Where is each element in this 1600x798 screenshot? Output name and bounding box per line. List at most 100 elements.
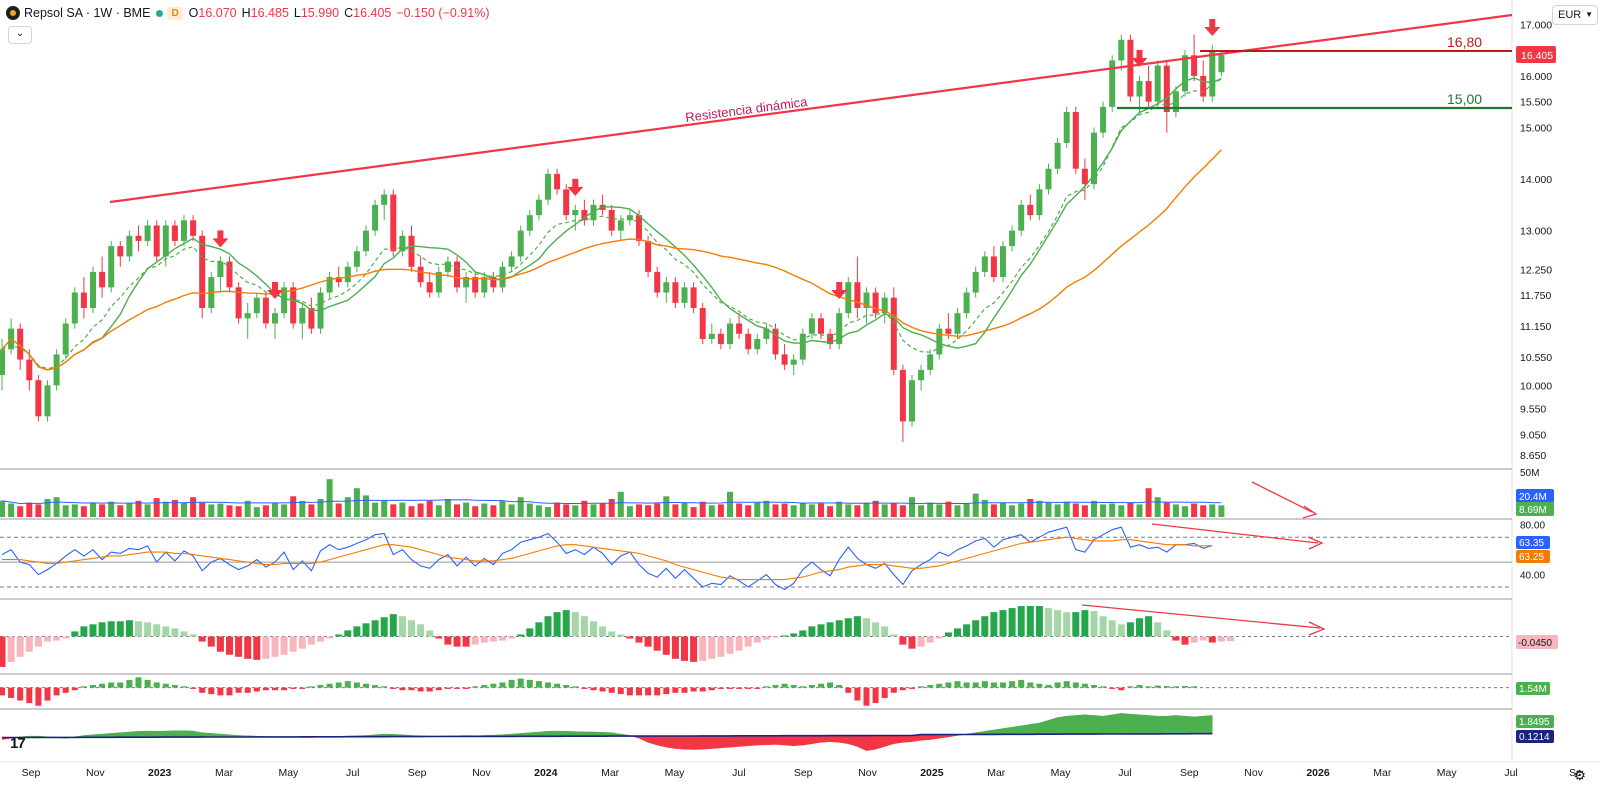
collapse-legend-button[interactable]: ⌄ <box>8 26 32 44</box>
volume-bar <box>363 495 369 517</box>
macd-histogram-bar <box>426 630 434 637</box>
accumulation-area-segment <box>638 735 649 743</box>
candle-body <box>435 271 442 293</box>
oscillator-bar <box>990 682 997 688</box>
macd-histogram-bar <box>253 636 261 660</box>
volume-bar <box>972 493 979 517</box>
oscillator-bar <box>981 681 988 688</box>
volume-bar <box>581 500 588 517</box>
accumulation-area-segment <box>693 735 703 750</box>
oscillator-bar <box>626 687 633 696</box>
volume-bar <box>162 501 169 517</box>
oscillator-bar <box>499 682 506 688</box>
accumulation-area-segment <box>784 735 794 747</box>
candle-body <box>0 349 5 376</box>
accumulation-area-segment <box>720 735 731 749</box>
resistance-level-label: 16,80 <box>1447 34 1482 50</box>
oscillator-bar <box>936 683 943 688</box>
oscillator-bar <box>1027 682 1034 688</box>
volume-bar <box>235 506 242 517</box>
tradingview-logo[interactable]: 17 <box>10 735 26 752</box>
volume-bar <box>463 502 470 517</box>
accumulation-area-segment <box>1057 715 1067 735</box>
x-tick-label: Jul <box>346 767 359 779</box>
candle-body <box>217 261 224 278</box>
candle-body <box>90 271 96 308</box>
candle-body <box>344 266 351 283</box>
volume-bar <box>481 503 488 517</box>
oscillator-bar <box>454 687 460 689</box>
candle-body <box>281 287 288 314</box>
volume-bar <box>1045 502 1052 517</box>
candle-body <box>1191 55 1198 76</box>
candle-body <box>517 230 524 257</box>
accumulation-area-segment <box>1148 715 1158 735</box>
macd-histogram-bar <box>1163 630 1171 637</box>
candle-body <box>1063 112 1070 143</box>
candle-body <box>262 297 269 324</box>
macd-histogram-bar <box>699 636 707 661</box>
volume-bar <box>1200 505 1207 517</box>
volume-bar <box>517 497 524 517</box>
x-tick-label: May <box>278 767 299 779</box>
macd-histogram-bar <box>71 631 79 637</box>
oscillator-bar <box>1191 686 1198 688</box>
macd-histogram-bar <box>1072 612 1080 637</box>
volume-bar <box>945 501 952 517</box>
candle-body <box>626 215 633 221</box>
candle-body <box>226 261 233 288</box>
volume-bar <box>17 506 24 517</box>
oscillator-bar <box>781 683 788 688</box>
oscillator-bar <box>1009 681 1016 688</box>
market-status-dot <box>156 9 164 17</box>
divergence-line <box>1081 604 1321 629</box>
macd-histogram-bar <box>98 622 106 637</box>
volume-bar <box>1054 504 1061 517</box>
volume-bar <box>372 502 379 517</box>
y-tick-label: 10.000 <box>1520 380 1552 392</box>
volume-bar <box>727 491 733 517</box>
currency-selector[interactable]: EUR ▼ <box>1552 5 1598 25</box>
candle-body <box>845 282 852 314</box>
divergence-line <box>1251 481 1313 513</box>
oscillator-bar <box>44 687 51 701</box>
rsi-badge-label: 63.35 <box>1519 538 1544 549</box>
accumulation-area-segment <box>1139 714 1149 735</box>
candle-body <box>181 220 187 241</box>
y-tick-label: 15.000 <box>1520 122 1552 134</box>
candle-body <box>108 246 115 288</box>
candle-body <box>1009 230 1016 247</box>
gear-icon[interactable]: ⚙ <box>1573 767 1586 783</box>
y-tick-label: 16.000 <box>1520 71 1552 83</box>
accumulation-area-segment <box>174 730 185 738</box>
candle-body <box>153 225 160 257</box>
macd-histogram-bar <box>926 636 934 643</box>
volume-bar <box>672 504 679 517</box>
candle-body <box>554 173 561 190</box>
volume-bar <box>499 500 506 517</box>
symbol-title[interactable]: Repsol SA · 1W · BME <box>24 6 151 20</box>
accumulation-area-segment <box>902 735 913 743</box>
volume-bar <box>508 504 515 517</box>
price-axis-panel <box>1512 0 1600 798</box>
oscillator-bar <box>508 679 515 688</box>
accumulation-area-segment <box>775 735 785 746</box>
volume-bar <box>636 504 642 517</box>
oscillator-bar <box>526 679 533 688</box>
candle-body <box>590 204 597 221</box>
volume-badge <box>1516 489 1554 503</box>
x-tick-label: May <box>1437 767 1458 779</box>
volume-bar <box>717 504 724 517</box>
oscillator-bar <box>1063 681 1070 688</box>
oscillator-bar <box>190 687 197 689</box>
oscillator-bar <box>71 687 78 691</box>
oscillator-bar <box>344 681 351 688</box>
divergence-line <box>1151 523 1319 544</box>
oscillator-bar <box>144 679 151 688</box>
accumulation-area-segment <box>656 735 667 748</box>
macd-histogram-bar <box>954 628 961 637</box>
candle-body <box>981 256 988 272</box>
candle-body <box>763 328 770 339</box>
volume-bar <box>171 499 178 517</box>
